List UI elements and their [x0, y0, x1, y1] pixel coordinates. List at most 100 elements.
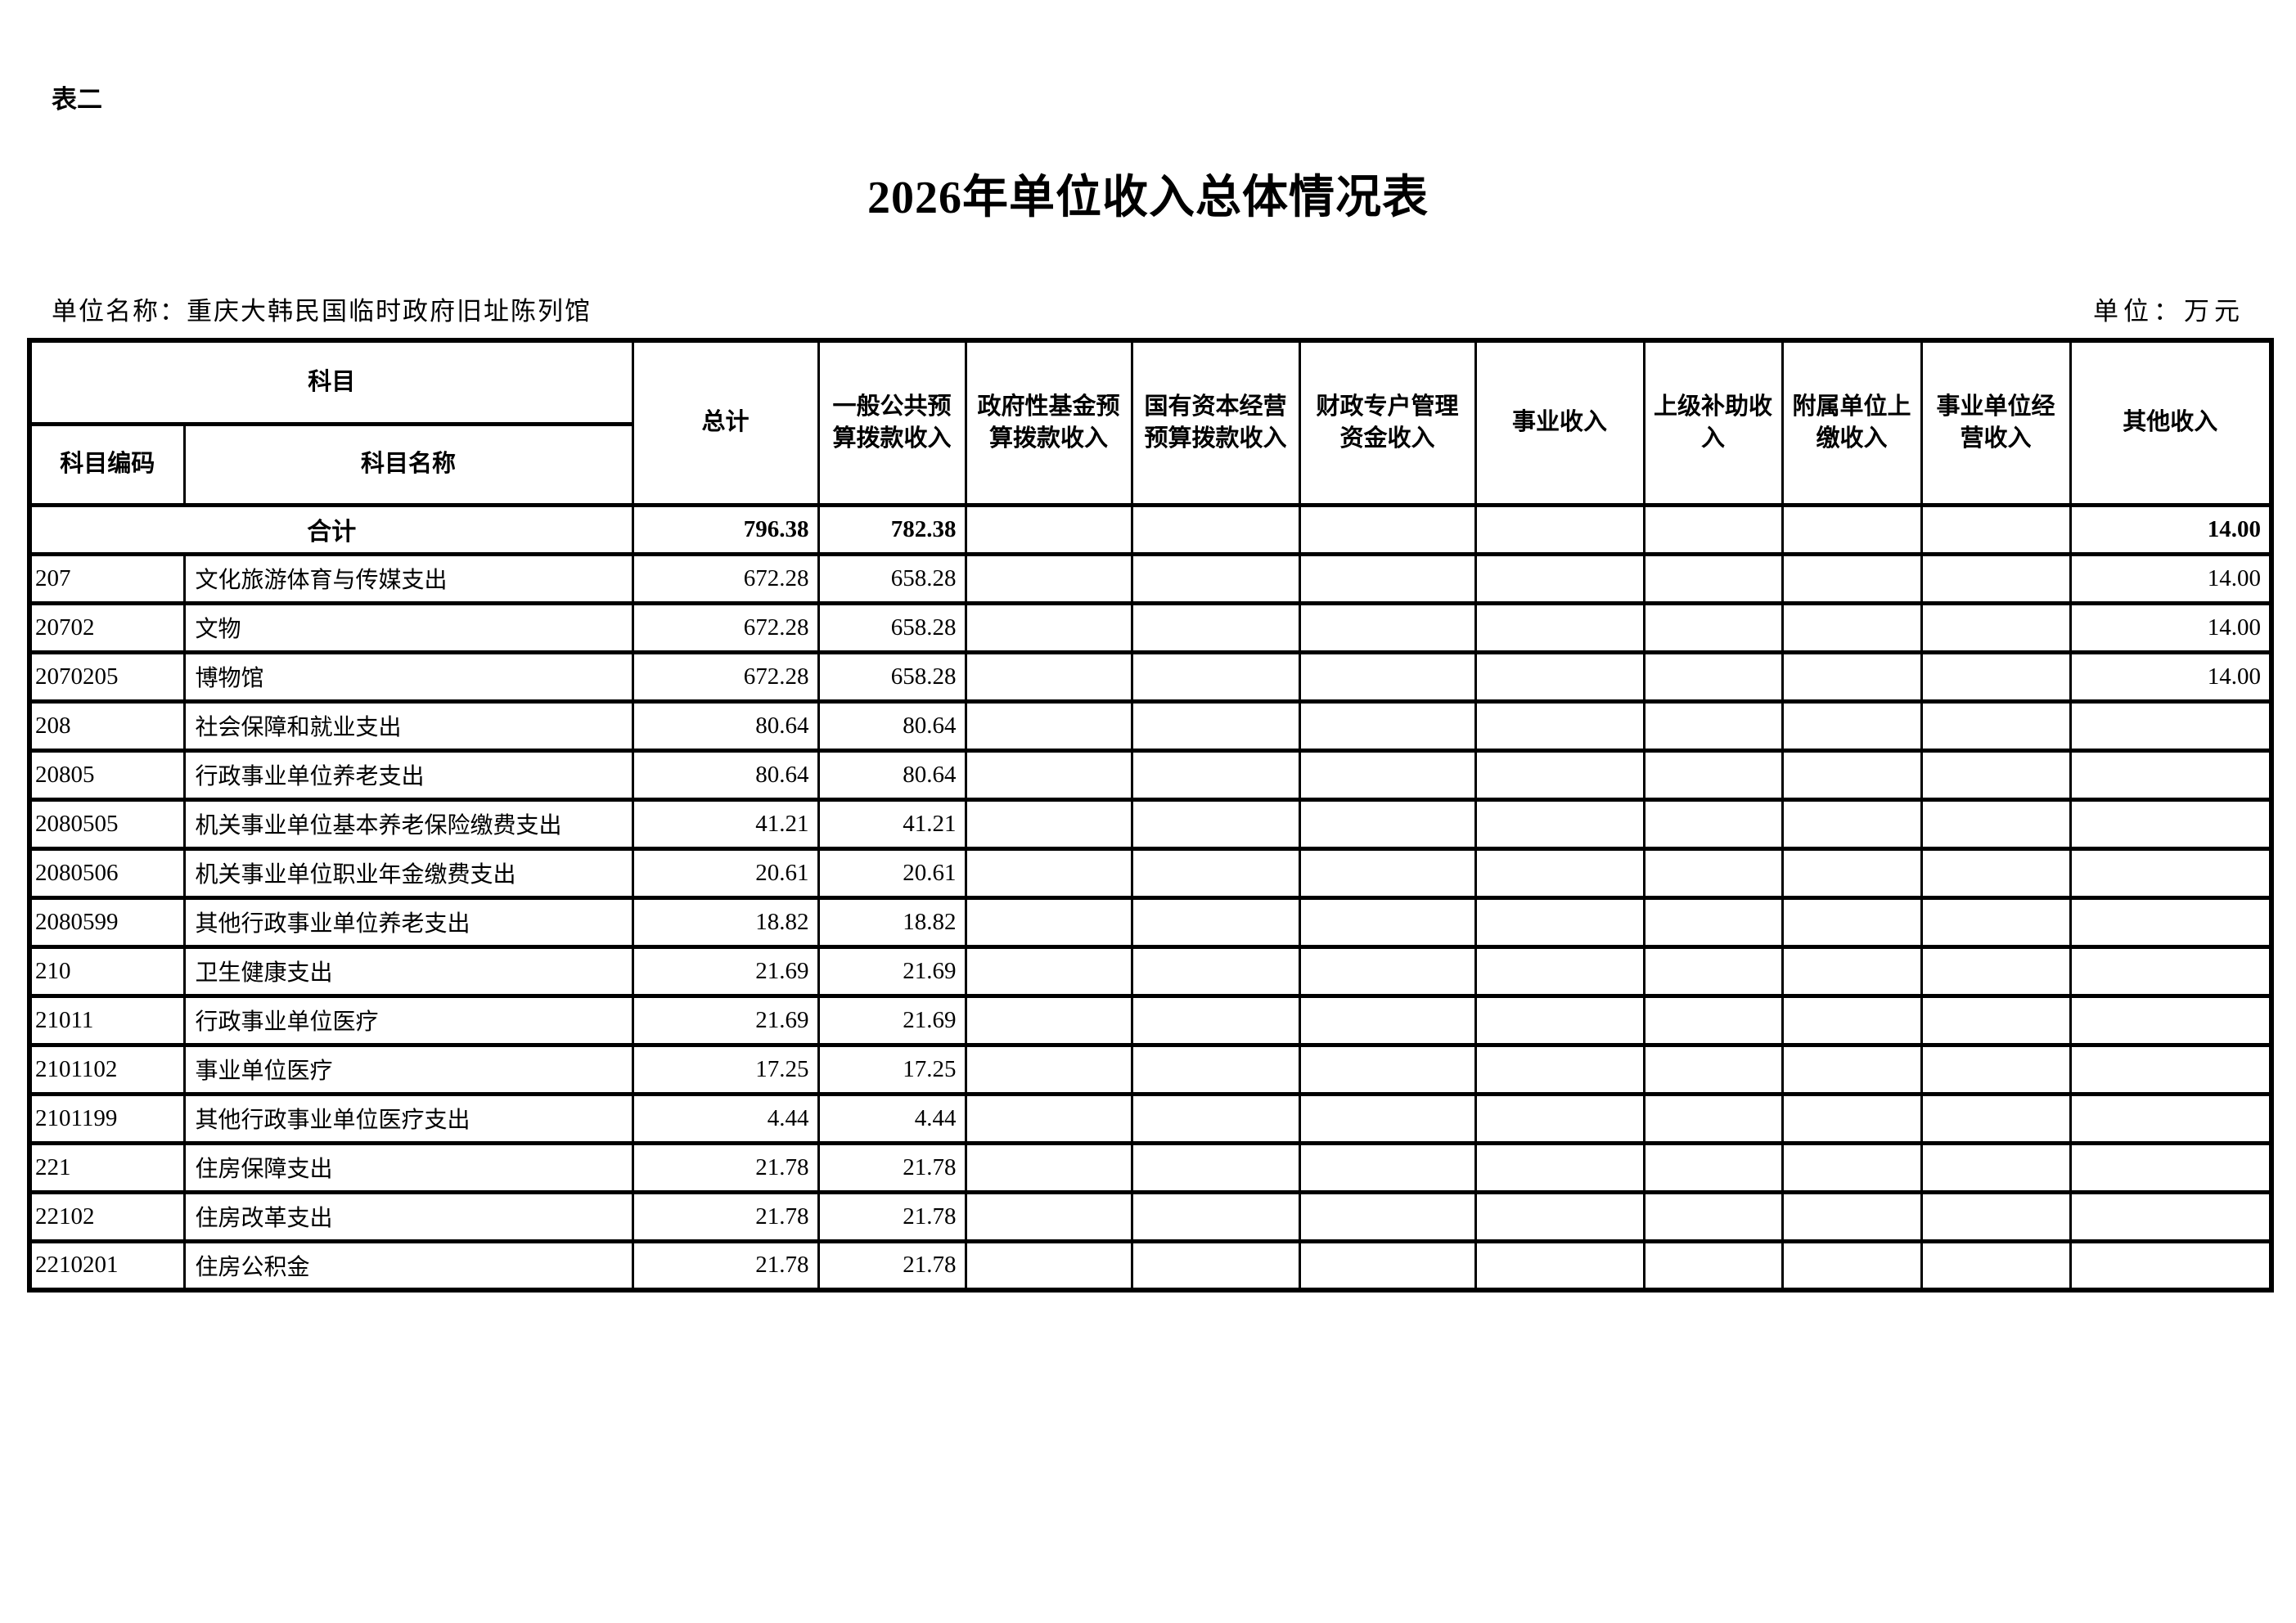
value-cell-8 [1920, 551, 2072, 605]
value-cell-6 [1642, 1140, 1784, 1194]
value-cell-1: 658.28 [817, 650, 967, 704]
value-cell-7 [1781, 1042, 1923, 1096]
value-cell-0: 20.61 [631, 846, 820, 900]
value-cell-7 [1781, 944, 1923, 998]
value-cell-2 [964, 1042, 1133, 1096]
value-cell-7 [1781, 797, 1923, 851]
value-cell-4 [1298, 1189, 1477, 1243]
subject-name-cell: 住房公积金 [182, 1239, 634, 1293]
value-cell-7 [1781, 1140, 1923, 1194]
value-cell-8 [1920, 1042, 2072, 1096]
header-col-fiscal-special-account: 财政专户管理 资金收入 [1298, 338, 1477, 507]
subject-name-cell: 机关事业单位职业年金缴费支出 [182, 846, 634, 900]
value-cell-4 [1298, 1239, 1477, 1293]
subject-code-cell: 2080599 [28, 895, 186, 949]
value-cell-7 [1781, 600, 1923, 654]
value-cell-7 [1781, 1189, 1923, 1243]
value-cell-0: 672.28 [631, 551, 820, 605]
info-row: 单位名称：重庆大韩民国临时政府旧址陈列馆 单位：万元 [52, 290, 2244, 327]
value-cell-0: 21.69 [631, 944, 820, 998]
unit-of-measure-label: 单位：万元 [2093, 297, 2244, 326]
value-cell-2 [964, 1091, 1133, 1145]
page-title: 2026年单位收入总体情况表 [867, 173, 1429, 223]
value-cell-4 [1298, 993, 1477, 1047]
value-cell-5 [1474, 846, 1645, 900]
value-cell-6 [1642, 699, 1784, 753]
value-cell-0: 21.69 [631, 993, 820, 1047]
value-cell-5 [1474, 1042, 1645, 1096]
value-cell-4 [1298, 600, 1477, 654]
value-cell-6 [1642, 944, 1784, 998]
value-cell-9 [2069, 1239, 2273, 1293]
value-cell-5 [1474, 944, 1645, 998]
subject-name-cell: 其他行政事业单位养老支出 [182, 895, 634, 949]
header-col-general-public-budget: 一般公共预 算拨款收入 [817, 338, 967, 507]
table-row: 2080505 机关事业单位基本养老保险缴费支出 41.21 41.21 [28, 797, 2273, 851]
header-col-business-income: 事业收入 [1474, 338, 1645, 507]
value-cell-4 [1298, 1042, 1477, 1096]
value-cell-0: 80.64 [631, 748, 820, 802]
value-cell-9 [2069, 748, 2273, 802]
value-cell-6 [1642, 993, 1784, 1047]
value-cell-7 [1781, 551, 1923, 605]
subject-code-cell: 2101199 [28, 1091, 186, 1145]
table-row: 22102 住房改革支出 21.78 21.78 [28, 1189, 2273, 1243]
table-row: 2070205 博物馆 672.28 658.28 14.00 [28, 650, 2273, 704]
value-cell-2 [964, 1239, 1133, 1293]
subject-name-cell: 行政事业单位养老支出 [182, 748, 634, 802]
value-cell-5 [1474, 1140, 1645, 1194]
total-label-cell: 合计 [28, 502, 634, 556]
value-cell-4 [1298, 895, 1477, 949]
value-cell-9 [2069, 797, 2273, 851]
subject-name-cell: 机关事业单位基本养老保险缴费支出 [182, 797, 634, 851]
total-value-cell-1: 782.38 [817, 502, 967, 556]
value-cell-4 [1298, 944, 1477, 998]
table-row: 21011 行政事业单位医疗 21.69 21.69 [28, 993, 2273, 1047]
value-cell-3 [1130, 1042, 1301, 1096]
value-cell-9 [2069, 1140, 2273, 1194]
subject-code-cell: 21011 [28, 993, 186, 1047]
value-cell-3 [1130, 993, 1301, 1047]
value-cell-2 [964, 944, 1133, 998]
total-value-cell-5 [1474, 502, 1645, 556]
total-value-cell-2 [964, 502, 1133, 556]
value-cell-5 [1474, 650, 1645, 704]
value-cell-2 [964, 650, 1133, 704]
value-cell-3 [1130, 1239, 1301, 1293]
value-cell-1: 21.69 [817, 993, 967, 1047]
header-col-government-fund: 政府性基金预 算拨款收入 [964, 338, 1133, 507]
value-cell-8 [1920, 650, 2072, 704]
value-cell-0: 672.28 [631, 600, 820, 654]
table-header: 科目 总计 一般公共预 算拨款收入 政府性基金预 算拨款收入 国有资本经营 预算… [28, 338, 2273, 507]
value-cell-1: 658.28 [817, 600, 967, 654]
value-cell-0: 21.78 [631, 1239, 820, 1293]
value-cell-3 [1130, 748, 1301, 802]
subject-code-cell: 221 [28, 1140, 186, 1194]
subject-code-cell: 2080506 [28, 846, 186, 900]
total-row: 合计 796.38 782.38 14.00 [28, 502, 2273, 556]
subject-code-cell: 208 [28, 699, 186, 753]
value-cell-7 [1781, 993, 1923, 1047]
value-cell-8 [1920, 1091, 2072, 1145]
value-cell-7 [1781, 1091, 1923, 1145]
value-cell-2 [964, 600, 1133, 654]
subject-name-cell: 文物 [182, 600, 634, 654]
value-cell-6 [1642, 797, 1784, 851]
value-cell-8 [1920, 748, 2072, 802]
table-number-label: 表二 [52, 85, 102, 114]
total-value-cell-6 [1642, 502, 1784, 556]
value-cell-6 [1642, 846, 1784, 900]
subject-code-cell: 2070205 [28, 650, 186, 704]
value-cell-6 [1642, 551, 1784, 605]
subject-name-cell: 其他行政事业单位医疗支出 [182, 1091, 634, 1145]
table-row: 2080506 机关事业单位职业年金缴费支出 20.61 20.61 [28, 846, 2273, 900]
table-row: 221 住房保障支出 21.78 21.78 [28, 1140, 2273, 1194]
value-cell-8 [1920, 944, 2072, 998]
value-cell-0: 21.78 [631, 1189, 820, 1243]
value-cell-6 [1642, 748, 1784, 802]
value-cell-9 [2069, 1189, 2273, 1243]
value-cell-2 [964, 748, 1133, 802]
value-cell-4 [1298, 699, 1477, 753]
value-cell-3 [1130, 600, 1301, 654]
value-cell-5 [1474, 1091, 1645, 1145]
